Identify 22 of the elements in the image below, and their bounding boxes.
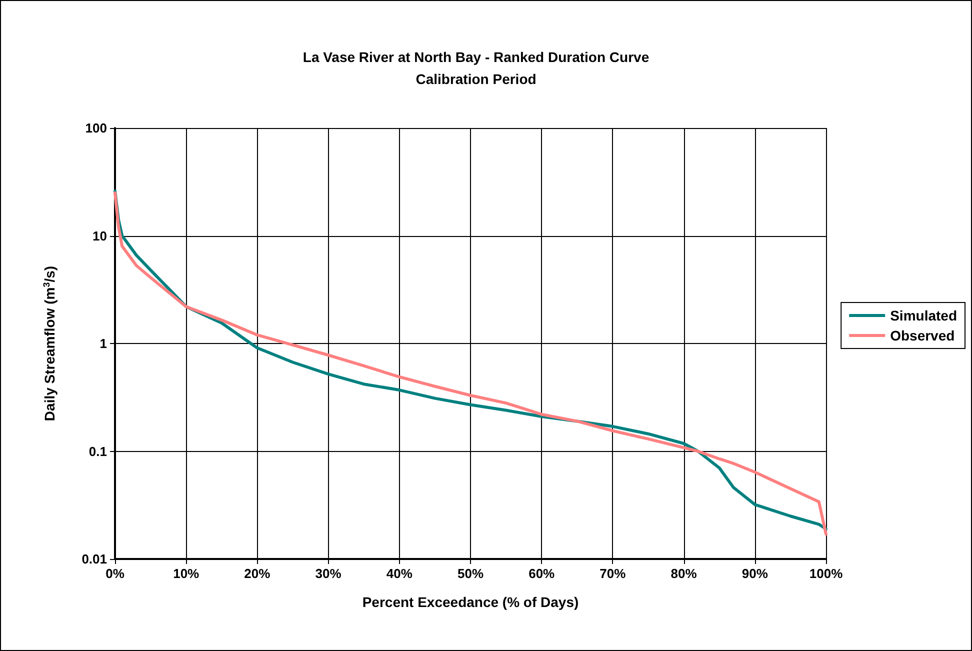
y-tick-label: 10 [92, 228, 107, 244]
x-tick-label: 30% [315, 566, 342, 581]
x-tick-label: 100% [809, 566, 844, 581]
x-tick-label: 50% [457, 566, 484, 581]
x-tick-label: 90% [742, 566, 768, 581]
y-tick-label: 0.01 [82, 552, 107, 566]
x-tick-label: 70% [600, 566, 626, 581]
x-tick-label: 0% [106, 566, 125, 581]
chart-subtitle: Calibration Period [416, 71, 536, 87]
y-tick-label: 100 [85, 120, 107, 136]
x-tick-label: 80% [670, 566, 698, 581]
y-tick-label: 1 [100, 336, 107, 351]
chart-title: La Vase River at North Bay - Ranked Duration Curve [302, 49, 650, 65]
legend-label: Simulated [890, 308, 958, 324]
y-axis-title: Daily Streamflow (m3/s) [42, 266, 58, 422]
x-tick-label: 20% [244, 566, 271, 581]
x-tick-label: 40% [386, 566, 413, 581]
y-tick-label: 0.1 [88, 444, 107, 459]
x-tick-label: 60% [528, 566, 556, 581]
x-tick-label: 10% [173, 566, 200, 581]
legend-label: Observed [890, 328, 955, 344]
x-axis-title: Percent Exceedance (% of Days) [362, 594, 579, 610]
